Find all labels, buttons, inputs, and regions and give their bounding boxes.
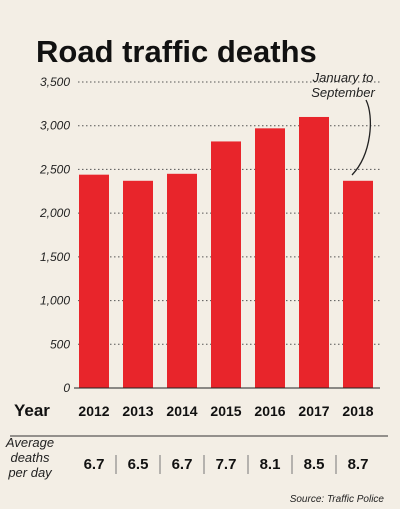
- x-tick-label: 2018: [342, 403, 373, 419]
- bar-2018: [343, 180, 373, 388]
- x-axis-ticks: 2012 2013 2014 2015 2016 2017 2018: [78, 403, 373, 419]
- chart-title: Road traffic deaths: [36, 34, 317, 69]
- y-tick-label: 2,000: [39, 206, 70, 220]
- avg-deaths-value: 8.5: [304, 456, 325, 473]
- y-tick-label: 3,500: [40, 75, 70, 89]
- avg-deaths-value: 6.7: [84, 456, 105, 473]
- avg-deaths-value: 6.5: [128, 456, 149, 473]
- x-axis-label: Year: [14, 401, 50, 420]
- avg-deaths-value: 7.7: [216, 456, 237, 473]
- x-tick-label: 2014: [166, 403, 197, 419]
- y-tick-label: 3,000: [40, 119, 70, 133]
- y-tick-label: 2,500: [39, 162, 70, 176]
- x-tick-label: 2017: [298, 403, 329, 419]
- bar-2014: [167, 173, 197, 388]
- average-deaths-label: Average deaths per day: [5, 435, 54, 480]
- avg-deaths-value: 6.7: [172, 456, 193, 473]
- x-tick-label: 2015: [210, 403, 241, 419]
- x-tick-label: 2016: [254, 403, 285, 419]
- y-tick-label: 0: [63, 381, 70, 395]
- average-deaths-values: 6.7 6.5 6.7 7.7 8.1 8.5 8.7: [84, 456, 369, 473]
- annotation-january-to-september: January to September: [311, 70, 375, 100]
- bar-2015: [211, 141, 241, 388]
- x-tick-label: 2013: [122, 403, 153, 419]
- avg-deaths-value: 8.7: [348, 456, 369, 473]
- bar-2012: [79, 174, 109, 388]
- bar-2017: [299, 116, 329, 388]
- bar-2016: [255, 128, 285, 388]
- y-tick-label: 1,500: [40, 250, 70, 264]
- avg-deaths-value: 8.1: [260, 456, 281, 473]
- y-tick-label: 500: [50, 337, 70, 351]
- x-tick-label: 2012: [78, 403, 109, 419]
- y-tick-label: 1,000: [40, 294, 70, 308]
- average-separators: [115, 455, 337, 474]
- annotation-arrow: [351, 99, 371, 176]
- bars: [79, 116, 373, 388]
- y-axis-ticks: 0 500 1,000 1,500 2,000 2,500 3,000 3,500: [39, 75, 70, 395]
- source-note: Source: Traffic Police: [290, 494, 385, 505]
- bar-2013: [123, 180, 153, 388]
